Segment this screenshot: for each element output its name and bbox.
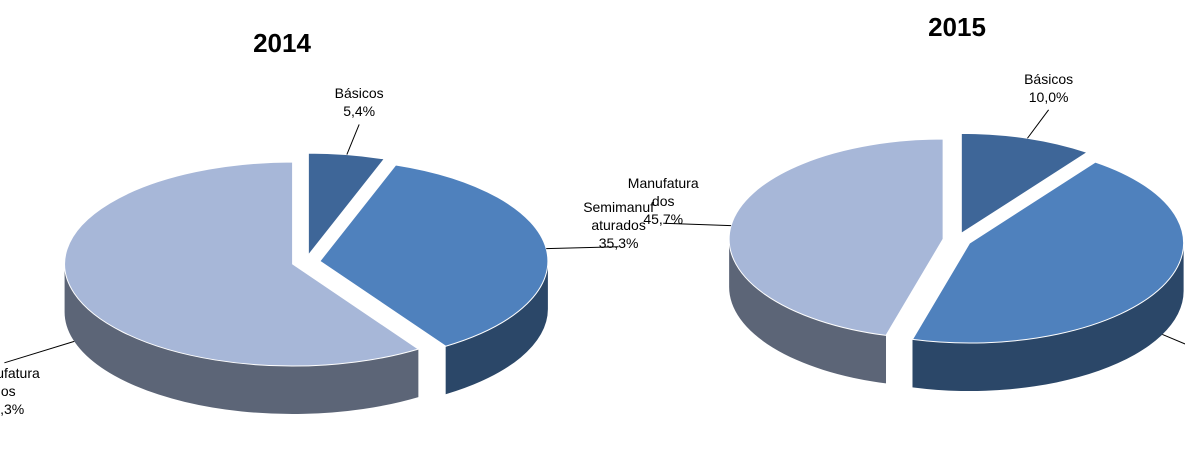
category-label: Semimanufaturados [583, 198, 654, 233]
slice [960, 132, 1089, 235]
slice [307, 152, 386, 257]
slice [728, 138, 944, 336]
slice [911, 161, 1185, 344]
pie [4, 124, 619, 415]
leader-line [663, 222, 732, 227]
value-label: 10,0% [1028, 88, 1069, 105]
category-label: Manufaturados [0, 364, 40, 399]
data-label: Manufaturados 45,7% [626, 174, 700, 228]
category-label: Básicos [1024, 70, 1074, 87]
slice-side [445, 261, 548, 395]
value-label: 45,7% [643, 211, 684, 228]
slice-side [912, 243, 1184, 392]
data-label: Básicos 10,0% [1012, 70, 1086, 106]
data-label: Semimanufaturados 35,3% [582, 198, 656, 252]
slice [319, 164, 549, 347]
chart-title: 2014 [253, 28, 311, 58]
value-label: 5,4% [343, 103, 376, 120]
category-label: Básicos [334, 85, 384, 102]
pie [663, 109, 1185, 392]
category-label: Manufaturados [627, 175, 699, 210]
leader-line [546, 246, 619, 250]
slice-side [64, 264, 419, 415]
leader-line [1027, 109, 1050, 139]
data-label: Manufaturados59,3% [0, 364, 41, 418]
slice [64, 161, 420, 367]
data-label: Básicos 5,4% [322, 84, 396, 120]
leader-line [346, 124, 360, 155]
value-label: 59,3% [0, 400, 25, 417]
chart-title: 2015 [928, 12, 986, 42]
slice-side [729, 239, 887, 384]
leader-line [4, 340, 75, 364]
value-label: 35,3% [598, 234, 639, 251]
leader-line [1162, 334, 1185, 345]
